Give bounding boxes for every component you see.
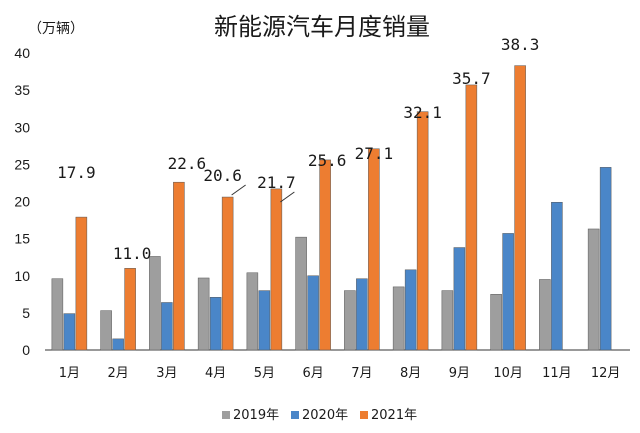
x-tick-label: 6月 (302, 366, 323, 381)
y-tick-label: 25 (14, 156, 30, 172)
y-tick-label: 20 (14, 194, 30, 210)
bar-2019年-3月 (149, 256, 161, 351)
x-tick-label: 2月 (107, 366, 128, 381)
data-labels: 17.9 11.0 22.620.6 21.7 25.6 27.1 32.1 35.7 38.3 (57, 35, 539, 263)
bar-2021年-9月 (465, 84, 478, 351)
chart-title: 新能源汽车月度销量 (214, 13, 430, 41)
y-axis-ticks: 0 5 10 15 20 25 30 35 40 (14, 45, 30, 358)
legend-label: 2019年 (233, 408, 279, 423)
bar-2020年-3月 (161, 302, 173, 351)
data-label-2021: 22.6 (168, 154, 207, 173)
data-label-2021: 20.6 (203, 166, 242, 185)
x-tick-label: 5月 (254, 366, 275, 381)
bar-groups (51, 65, 612, 351)
bar-2019年-12月 (587, 228, 600, 351)
x-tick-label: 9月 (449, 366, 470, 381)
data-label-2021: 25.6 (308, 151, 347, 170)
bar-2020年-2月 (112, 338, 124, 351)
data-label-2021: 21.7 (257, 173, 296, 192)
x-tick-label: 1月 (59, 366, 80, 381)
bar-2021年-2月 (124, 268, 136, 351)
bar-2021年-6月 (319, 159, 331, 351)
legend-label: 2020年 (302, 408, 348, 423)
data-label-leader-line (231, 184, 246, 196)
bar-2020年-11月 (551, 201, 563, 351)
bar-2019年-2月 (100, 310, 112, 351)
bar-2020年-4月 (209, 297, 222, 351)
y-tick-label: 5 (22, 305, 30, 321)
y-axis-unit-label: （万辆） (28, 21, 84, 37)
data-label-2021: 27.1 (355, 144, 394, 163)
bar-2021年-1月 (75, 216, 88, 351)
y-tick-label: 30 (14, 119, 30, 135)
x-tick-label: 11月 (542, 366, 572, 381)
bar-2021年-7月 (368, 148, 380, 351)
bar-2020年-7月 (356, 278, 368, 351)
bar-2020年-6月 (307, 275, 319, 351)
bar-2019年-6月 (295, 236, 307, 351)
y-tick-label: 15 (14, 231, 30, 247)
data-label-2021: 38.3 (501, 35, 540, 54)
bar-2019年-8月 (392, 286, 405, 351)
x-tick-label: 3月 (156, 366, 177, 381)
y-tick-label: 10 (14, 268, 30, 284)
bar-2020年-9月 (453, 247, 466, 351)
x-tick-label: 4月 (205, 366, 226, 381)
x-tick-label: 10月 (493, 366, 523, 381)
legend-swatch (291, 411, 299, 419)
data-label-2021: 11.0 (113, 244, 152, 263)
data-label-leader-line (280, 191, 295, 203)
x-axis-ticks: 1月 2月 3月 4月 5月 6月 7月 8月 9月 10月 11月 12月 (59, 366, 621, 381)
legend-swatch (222, 411, 230, 419)
bar-2019年-9月 (441, 290, 454, 351)
y-tick-label: 35 (14, 82, 30, 98)
bar-2019年-4月 (197, 277, 210, 351)
bar-2021年-3月 (173, 181, 185, 351)
data-label-2021: 17.9 (57, 163, 96, 182)
bar-2019年-1月 (51, 278, 64, 351)
bar-2020年-12月 (599, 167, 612, 351)
x-tick-label: 12月 (591, 366, 621, 381)
bar-2021年-5月 (270, 188, 283, 351)
data-label-2021: 32.1 (403, 103, 442, 122)
bar-2019年-11月 (539, 279, 551, 351)
legend-swatch (360, 411, 368, 419)
bar-2019年-10月 (490, 294, 502, 351)
bar-2020年-1月 (63, 313, 76, 351)
x-tick-label: 8月 (400, 366, 421, 381)
bar-2021年-8月 (416, 111, 429, 351)
bar-2020年-10月 (502, 233, 514, 351)
legend-label: 2021年 (371, 408, 417, 423)
bar-2019年-5月 (246, 272, 259, 351)
bar-2021年-4月 (221, 196, 234, 351)
legend: 2019年 2020年 2021年 (222, 408, 417, 423)
bar-2021年-10月 (514, 65, 526, 351)
bar-2020年-8月 (404, 269, 417, 351)
x-tick-label: 7月 (351, 366, 372, 381)
data-label-2021: 35.7 (452, 69, 491, 88)
y-tick-label: 40 (14, 45, 30, 61)
y-tick-label: 0 (22, 342, 30, 358)
bar-2019年-7月 (344, 290, 356, 351)
bar-2020年-5月 (258, 290, 271, 351)
